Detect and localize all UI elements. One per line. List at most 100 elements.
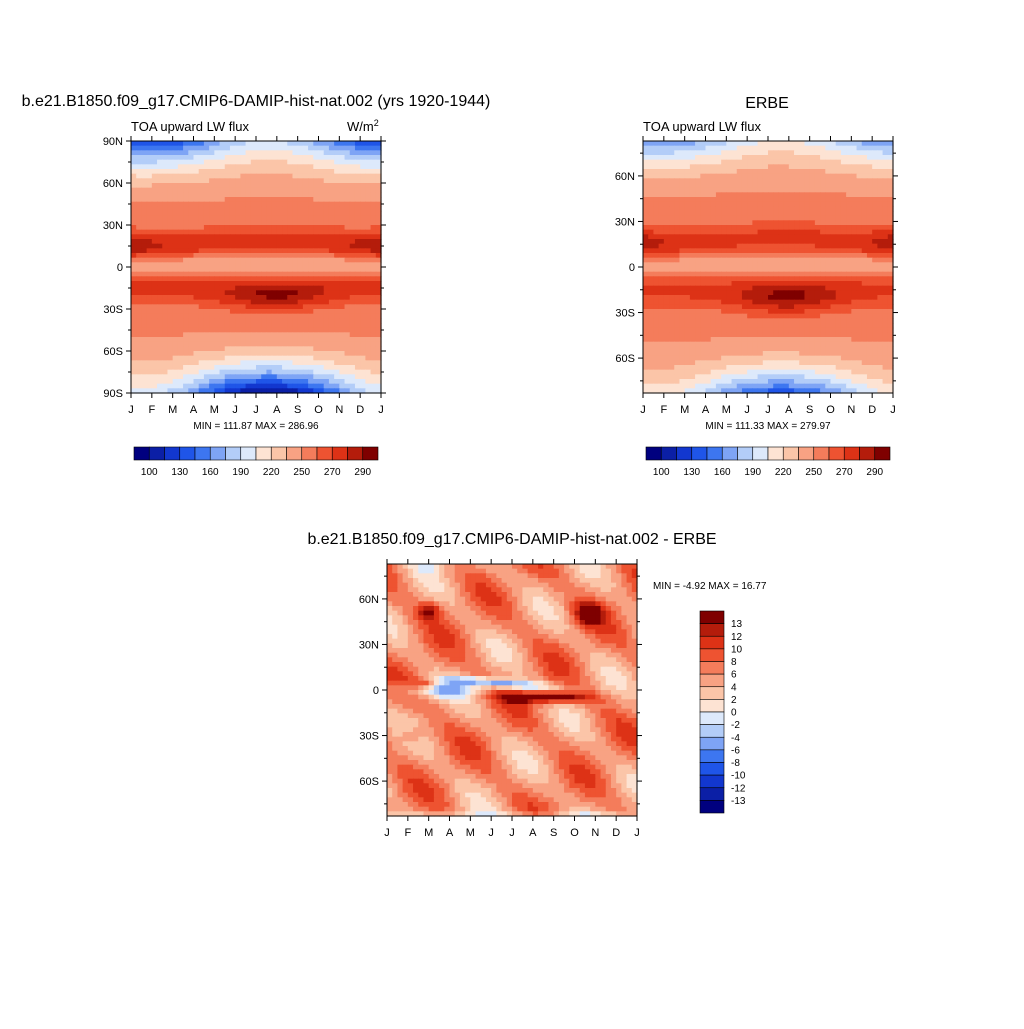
panel1-cell xyxy=(147,267,153,272)
panel2-cell xyxy=(831,318,837,323)
panel2-cell xyxy=(716,146,722,151)
panel2-cell xyxy=(648,169,654,174)
panel1-cell xyxy=(360,365,366,370)
panel2-cell xyxy=(659,290,665,295)
panel2-cell xyxy=(700,286,706,291)
panel2-cell xyxy=(857,253,863,258)
panel1-cell xyxy=(287,346,293,351)
panel2-cell xyxy=(841,248,847,253)
panel1-cell xyxy=(272,281,278,286)
panel1-cell xyxy=(225,300,231,305)
panel1-cell xyxy=(194,202,200,207)
panel2-cell xyxy=(653,178,659,183)
panel1-cell xyxy=(282,169,288,174)
panel2-cell xyxy=(711,342,717,347)
panel1-cell xyxy=(136,295,142,300)
panel1-cell xyxy=(334,365,340,370)
panel2-cell xyxy=(804,202,810,207)
panel2-cell xyxy=(810,304,816,309)
panel1-cell xyxy=(350,146,356,151)
panel2-cell xyxy=(706,295,712,300)
panel2-cell xyxy=(690,290,696,295)
panel2-cell xyxy=(747,141,753,146)
panel1-cell xyxy=(365,323,371,328)
panel1-cell xyxy=(173,164,179,169)
panel1-cell xyxy=(214,155,220,160)
panel1-cell xyxy=(152,206,158,211)
panel2-cell xyxy=(867,155,873,160)
panel1-cell xyxy=(355,239,361,244)
panel2-cell xyxy=(846,183,852,188)
panel2-cell xyxy=(804,281,810,286)
panel2-cell xyxy=(711,318,717,323)
panel2-cell xyxy=(784,356,790,361)
panel1-cell xyxy=(141,211,147,216)
panel1-cell xyxy=(188,248,194,253)
panel2-cell xyxy=(810,188,816,193)
panel1-cell xyxy=(324,379,330,384)
panel2-cell xyxy=(810,286,816,291)
panel2-cell xyxy=(883,356,889,361)
panel1-cell xyxy=(162,267,168,272)
panel2-cell xyxy=(648,286,654,291)
panel1-cell xyxy=(292,150,298,155)
panel1-cell xyxy=(251,346,257,351)
panel1-cell xyxy=(220,351,226,356)
panel1-xtick-label: J xyxy=(378,404,384,416)
panel2-cell xyxy=(877,174,883,179)
panel2-cell xyxy=(695,220,701,225)
panel2-cell xyxy=(737,141,743,146)
panel2-cell xyxy=(862,281,868,286)
panel2-cell xyxy=(747,276,753,281)
panel1-cell xyxy=(303,202,309,207)
panel1-cell xyxy=(355,356,361,361)
panel2-cell xyxy=(752,216,758,221)
panel1-cell xyxy=(162,211,168,216)
panel1-cell xyxy=(240,286,246,291)
panel1-cell xyxy=(183,220,189,225)
panel1-cell xyxy=(204,234,210,239)
panel1-cell xyxy=(334,262,340,267)
panel2-cell xyxy=(784,160,790,165)
panel1-cell xyxy=(246,202,252,207)
panel1-cell xyxy=(178,267,184,272)
panel2-cell xyxy=(841,360,847,365)
panel1-cell xyxy=(230,262,236,267)
panel2-cell xyxy=(726,360,732,365)
panel1-cell xyxy=(292,248,298,253)
panel1-cell xyxy=(214,346,220,351)
panel1-cell xyxy=(214,379,220,384)
panel1-ytick-label: 90N xyxy=(103,136,123,148)
panel1-cell xyxy=(345,295,351,300)
panel1-cell xyxy=(272,374,278,379)
panel1-cell xyxy=(298,379,304,384)
panel1-cell xyxy=(298,323,304,328)
panel2-cell xyxy=(872,192,878,197)
panel1-cell xyxy=(225,169,231,174)
panel1-cell xyxy=(194,370,200,375)
panel1-cell xyxy=(173,346,179,351)
panel1-cell xyxy=(298,370,304,375)
panel1-cell xyxy=(188,183,194,188)
panel2-cell xyxy=(841,337,847,342)
panel1-cell xyxy=(298,318,304,323)
panel1-cell xyxy=(131,346,137,351)
panel2-cell xyxy=(872,346,878,351)
panel1-cell xyxy=(162,220,168,225)
panel2-cell xyxy=(810,230,816,235)
panel1-cell xyxy=(162,188,168,193)
panel1-cell xyxy=(292,267,298,272)
panel2-cell xyxy=(732,150,738,155)
panel1-cell xyxy=(131,295,137,300)
panel1-cell xyxy=(188,188,194,193)
panel2-cell xyxy=(789,309,795,314)
panel1-cell xyxy=(183,160,189,165)
panel1-cell xyxy=(365,332,371,337)
panel1-cell xyxy=(173,234,179,239)
panel1-cell xyxy=(199,169,205,174)
panel1-cell xyxy=(261,183,267,188)
panel2-cell xyxy=(789,220,795,225)
panel1-cell xyxy=(199,328,205,333)
panel2-cell xyxy=(857,216,863,221)
panel2-cell xyxy=(716,281,722,286)
